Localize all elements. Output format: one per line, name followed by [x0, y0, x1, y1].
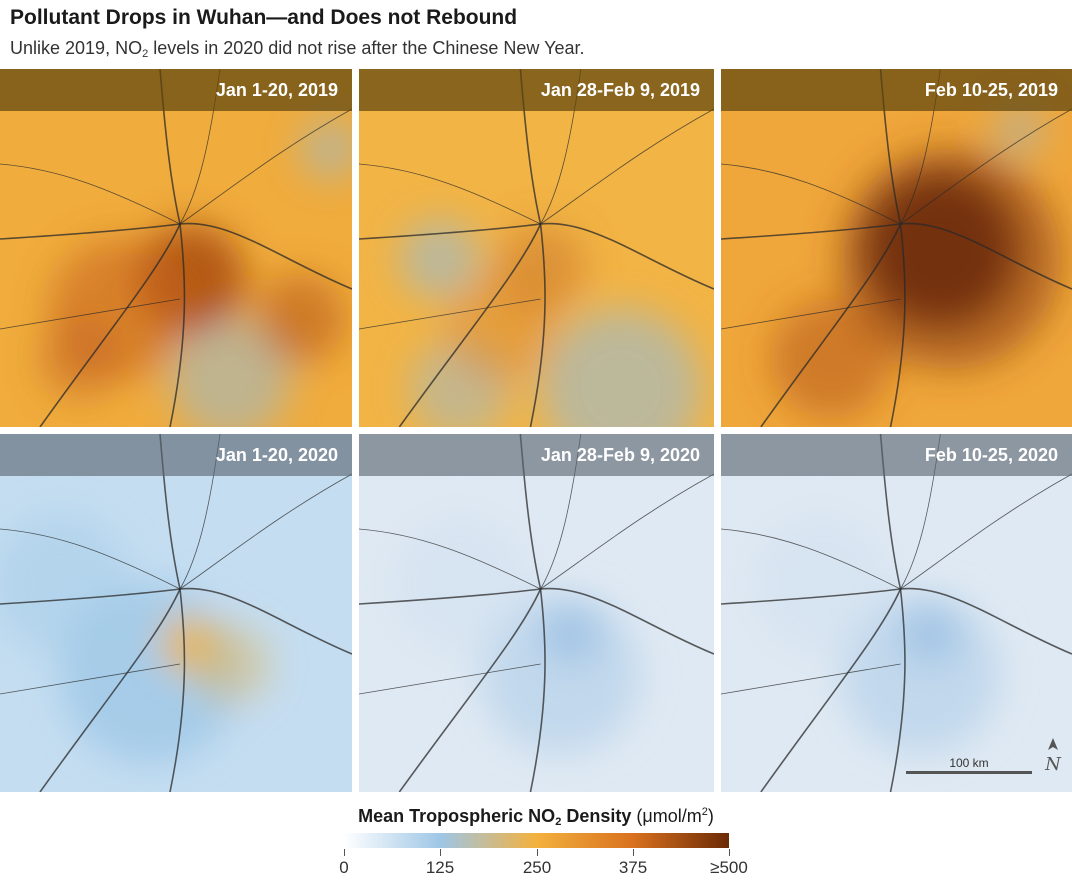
- svg-text:N: N: [1044, 754, 1062, 775]
- panel-label: Jan 1-20, 2020: [0, 434, 352, 476]
- map-panel-jan-2020: Jan 1-20, 2020: [0, 434, 352, 792]
- no2-map: [721, 434, 1072, 792]
- no2-map: [721, 69, 1072, 427]
- no2-map: [0, 434, 352, 792]
- legend-tick-label: ≥500: [710, 858, 748, 877]
- scale-bar-line: [906, 771, 1032, 774]
- legend-tick-label: 250: [522, 858, 552, 877]
- map-panel-late-jan-2020: Jan 28-Feb 9, 2020: [359, 434, 714, 792]
- legend-tick: [729, 849, 730, 856]
- legend-color-bar: [344, 833, 729, 848]
- no2-map: [0, 69, 352, 427]
- legend-title: Mean Tropospheric NO2 Density (μmol/m2): [358, 806, 714, 828]
- panel-label: Jan 28-Feb 9, 2019: [359, 69, 714, 111]
- legend-tick: [537, 849, 538, 856]
- map-subtitle: Unlike 2019, NO2 levels in 2020 did not …: [10, 38, 585, 60]
- north-arrow-icon: N: [1044, 738, 1062, 775]
- panel-label: Jan 28-Feb 9, 2020: [359, 434, 714, 476]
- legend-tick: [440, 849, 441, 856]
- legend-tick: [633, 849, 634, 856]
- map-panel-jan-2019: Jan 1-20, 2019: [0, 69, 352, 427]
- scale-bar: 100 km: [906, 756, 1032, 774]
- panel-label: Feb 10-25, 2020: [721, 434, 1072, 476]
- legend-tick-label: 0: [339, 858, 349, 877]
- scale-bar-label: 100 km: [949, 756, 989, 770]
- legend-tick: [344, 849, 345, 856]
- no2-map: [359, 69, 714, 427]
- panel-grid: Jan 1-20, 2019 Jan 28-Feb 9, 2019 Feb 10…: [0, 69, 1072, 792]
- map-title: Pollutant Drops in Wuhan—and Does not Re…: [10, 6, 518, 29]
- panel-label: Feb 10-25, 2019: [721, 69, 1072, 111]
- legend-tick-label: 125: [425, 858, 455, 877]
- map-panel-feb-2019: Feb 10-25, 2019: [721, 69, 1072, 427]
- legend-tick-label: 375: [618, 858, 648, 877]
- map-panel-feb-2020: Feb 10-25, 2020 100 km N: [721, 434, 1072, 792]
- map-panel-late-jan-2019: Jan 28-Feb 9, 2019: [359, 69, 714, 427]
- no2-map: [359, 434, 714, 792]
- panel-label: Jan 1-20, 2019: [0, 69, 352, 111]
